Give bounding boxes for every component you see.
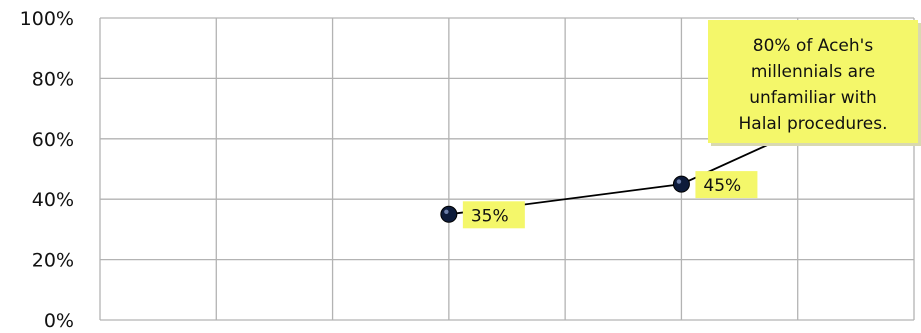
annotation-text-line: Halal procedures.: [739, 114, 888, 134]
y-tick-label: 20%: [32, 250, 74, 272]
data-point-marker: [440, 205, 458, 223]
annotation-box: [708, 20, 918, 143]
y-tick-label: 60%: [32, 129, 74, 151]
data-point-marker: [672, 175, 690, 193]
data-label-box: [462, 201, 525, 229]
data-label: 35%: [471, 206, 509, 226]
y-tick-label: 0%: [44, 310, 74, 332]
annotation-callout: 80% of Aceh's millennials are unfamiliar w…: [708, 20, 921, 146]
data-point-marker-highlight: [676, 179, 682, 184]
annotation-text-line: unfamiliar with: [749, 88, 877, 108]
annotation-text-line: 80% of Aceh's: [753, 36, 874, 56]
data-labels: 35% 45%: [462, 171, 758, 229]
y-tick-label: 40%: [32, 189, 74, 211]
data-label-box: [695, 171, 758, 199]
data-point-marker-highlight: [444, 209, 449, 214]
y-axis-tick-labels: 0% 20% 40% 60% 80% 100%: [20, 8, 74, 332]
annotation-text-line: millennials are: [751, 62, 875, 82]
data-label: 45%: [703, 176, 741, 196]
y-tick-label: 80%: [32, 68, 74, 90]
y-tick-label: 100%: [20, 8, 74, 30]
